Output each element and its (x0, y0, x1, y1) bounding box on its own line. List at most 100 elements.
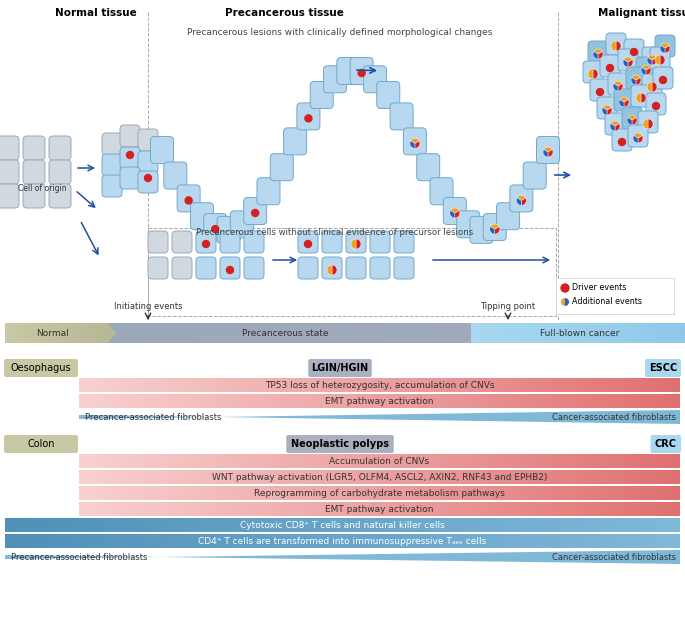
Bar (153, 323, 158, 343)
Bar (357, 394, 365, 408)
Bar (88, 323, 89, 343)
FancyBboxPatch shape (600, 55, 620, 77)
Bar (86, 323, 88, 343)
Bar (490, 323, 493, 343)
Wedge shape (603, 105, 611, 110)
Bar (462, 502, 470, 516)
Bar (195, 323, 199, 343)
Bar (14, 518, 23, 532)
Bar (229, 454, 237, 468)
Bar (177, 394, 185, 408)
Bar (643, 486, 651, 500)
Bar (55, 518, 64, 532)
Bar (647, 323, 651, 343)
Bar (190, 534, 199, 548)
Bar (225, 534, 234, 548)
Bar (282, 454, 290, 468)
Text: LGIN/HGIN: LGIN/HGIN (312, 363, 369, 373)
FancyBboxPatch shape (416, 154, 440, 180)
Bar (334, 534, 343, 548)
Bar (86, 378, 95, 392)
Bar (425, 502, 433, 516)
Bar (672, 323, 675, 343)
Circle shape (203, 240, 210, 247)
Wedge shape (602, 107, 607, 115)
Bar (267, 454, 275, 468)
Bar (245, 394, 252, 408)
Bar (21, 323, 22, 343)
Bar (537, 454, 545, 468)
Bar (132, 518, 140, 532)
Bar (241, 518, 250, 532)
Bar (106, 518, 115, 532)
Bar (349, 378, 358, 392)
Bar (30, 534, 39, 548)
Circle shape (145, 175, 151, 182)
Bar (501, 323, 504, 343)
Bar (582, 323, 586, 343)
Bar (162, 502, 170, 516)
Bar (462, 323, 467, 343)
Bar (493, 323, 496, 343)
Bar (94, 470, 102, 484)
Bar (89, 518, 99, 532)
Bar (353, 323, 358, 343)
Bar (620, 502, 628, 516)
Bar (297, 378, 305, 392)
Bar (260, 502, 267, 516)
Bar (304, 454, 312, 468)
Bar (545, 394, 553, 408)
Bar (620, 470, 628, 484)
Bar (6, 323, 8, 343)
Bar (620, 323, 623, 343)
Bar (260, 454, 267, 468)
Bar (174, 518, 183, 532)
Bar (319, 470, 327, 484)
Bar (245, 454, 252, 468)
Bar (455, 394, 462, 408)
Bar (212, 323, 217, 343)
Bar (579, 518, 588, 532)
Text: Oesophagus: Oesophagus (11, 363, 71, 373)
Bar (553, 534, 562, 548)
Wedge shape (614, 81, 623, 86)
Bar (107, 323, 108, 343)
Bar (262, 323, 267, 343)
Bar (379, 486, 388, 500)
Bar (605, 394, 613, 408)
Bar (37, 323, 39, 343)
Bar (484, 323, 488, 343)
FancyBboxPatch shape (590, 79, 610, 101)
Bar (260, 394, 267, 408)
Bar (199, 502, 207, 516)
Bar (469, 534, 478, 548)
Bar (139, 502, 147, 516)
Bar (124, 454, 132, 468)
Bar (627, 502, 636, 516)
Bar (485, 486, 493, 500)
Bar (408, 323, 412, 343)
Bar (627, 454, 636, 468)
Bar (86, 454, 95, 468)
Bar (358, 323, 362, 343)
Bar (222, 470, 229, 484)
Bar (485, 394, 493, 408)
Bar (567, 394, 575, 408)
Bar (410, 378, 418, 392)
Wedge shape (616, 41, 621, 51)
Bar (560, 486, 568, 500)
FancyBboxPatch shape (120, 167, 140, 189)
Bar (64, 518, 73, 532)
Bar (542, 323, 545, 343)
FancyBboxPatch shape (636, 57, 656, 79)
FancyBboxPatch shape (606, 33, 626, 55)
Bar (192, 454, 200, 468)
FancyBboxPatch shape (483, 213, 506, 240)
Bar (665, 470, 673, 484)
Bar (643, 502, 651, 516)
Bar (157, 518, 166, 532)
Bar (372, 470, 380, 484)
Bar (507, 486, 515, 500)
Bar (252, 486, 260, 500)
Bar (643, 454, 651, 468)
